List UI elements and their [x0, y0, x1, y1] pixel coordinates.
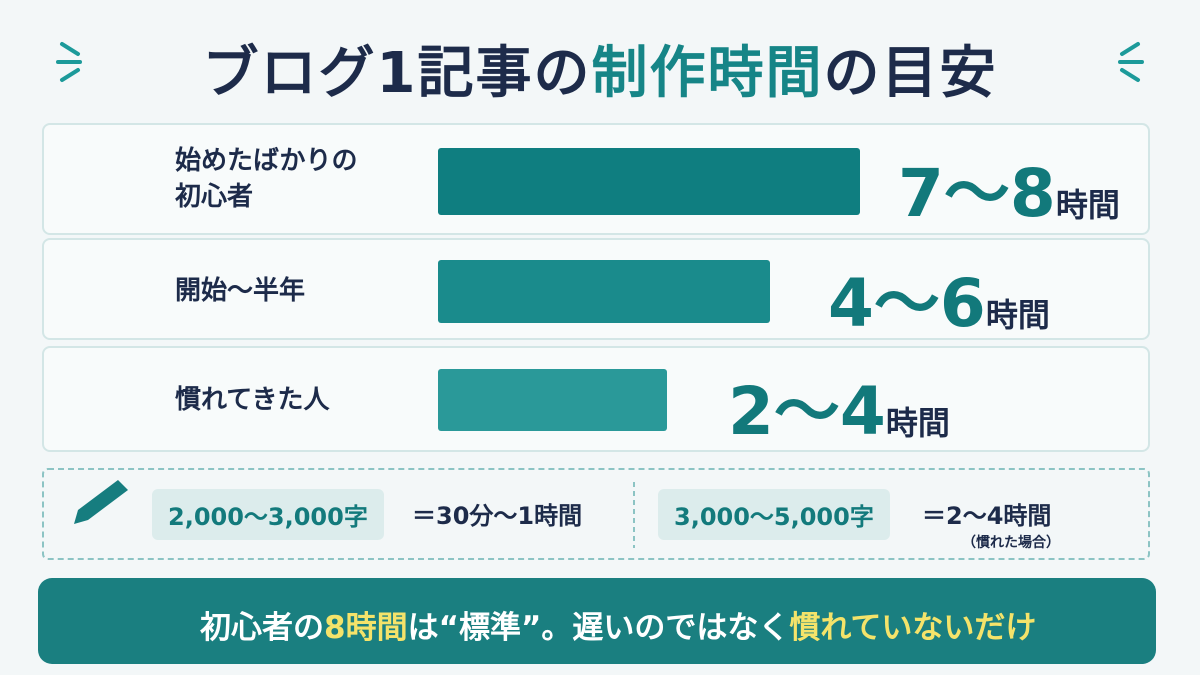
label-line: 始めたばかりの — [175, 146, 358, 176]
time-value: 7〜8 — [898, 155, 1056, 232]
banner-text: 初心者の8時間は“標準”。遅いのではなく慣れていないだけ — [200, 602, 1036, 647]
time: 7〜8時間 — [898, 140, 1120, 236]
row-label: 慣れてきた人 — [175, 382, 329, 418]
time-unit: 時間 — [985, 296, 1050, 334]
note-sub: （慣れた場合） — [962, 535, 1060, 551]
banner-part: 初心者の — [200, 610, 324, 646]
row-label: 開始〜半年 — [175, 273, 305, 309]
title-text: の目安 — [823, 41, 998, 106]
note-result: ＝30分〜1時間 — [412, 502, 583, 530]
banner-emphasis: 慣れていないだけ — [789, 610, 1037, 646]
row-label: 始めたばかりの 初心者 — [175, 143, 358, 215]
bar — [438, 260, 770, 323]
banner-part: “標準” — [438, 610, 542, 646]
time: 2〜4時間 — [728, 358, 950, 454]
title-text: ブログ1記事の — [202, 41, 592, 106]
banner-emphasis: 8時間 — [324, 610, 408, 646]
notes-box — [42, 468, 1150, 560]
time-unit: 時間 — [1055, 186, 1120, 224]
bar — [438, 369, 667, 431]
label-line: 開始〜半年 — [175, 276, 306, 306]
banner-part: 。遅いのではなく — [541, 610, 790, 646]
time-unit: 時間 — [885, 404, 950, 442]
time: 4〜6時間 — [828, 250, 1050, 346]
banner — [38, 578, 1156, 664]
label-line: 慣れてきた人 — [175, 385, 330, 415]
banner-part: は — [407, 610, 439, 646]
note-result: ＝2〜4時間 — [922, 502, 1052, 530]
chars-pill: 2,000〜3,000字 — [152, 489, 384, 540]
label-line: 初心者 — [175, 182, 254, 212]
chars-pill: 3,000〜5,000字 — [658, 489, 890, 540]
title: ブログ1記事の制作時間の目安 — [0, 28, 1200, 109]
time-value: 4〜6 — [828, 265, 986, 342]
title-highlight: 制作時間 — [591, 41, 824, 106]
time-value: 2〜4 — [728, 373, 886, 450]
bar — [438, 148, 860, 215]
